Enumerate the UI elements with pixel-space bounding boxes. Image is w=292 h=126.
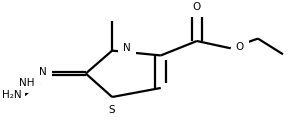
Text: O: O [236,42,244,52]
Text: S: S [109,105,115,115]
Text: O: O [193,2,201,12]
Text: NH: NH [19,78,34,88]
Text: N: N [123,43,131,53]
Text: H₂N: H₂N [2,90,22,100]
Text: N: N [39,67,47,77]
